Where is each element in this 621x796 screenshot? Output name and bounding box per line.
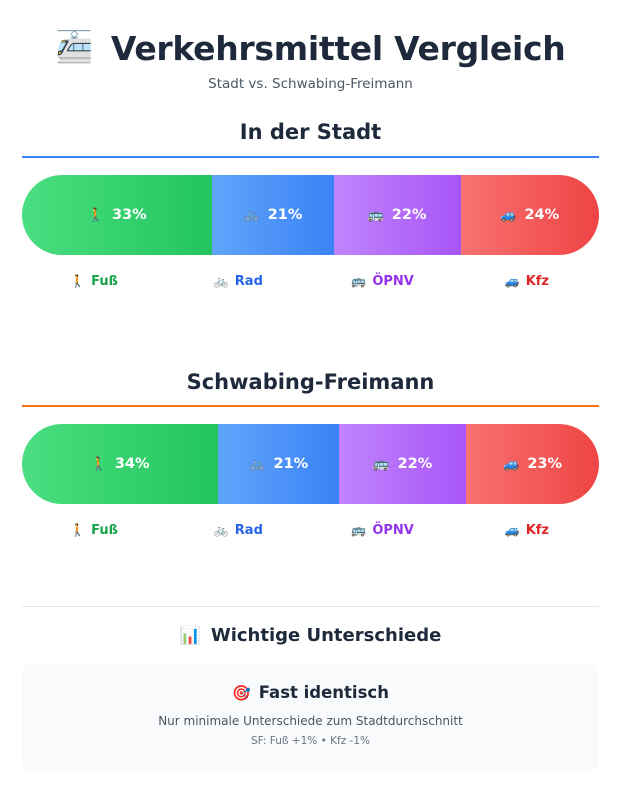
legend-label: ÖPNV bbox=[372, 522, 414, 538]
bar-segment-oepnv: 🚌 22% bbox=[333, 175, 461, 255]
bicycle-icon: 🚲 bbox=[243, 207, 260, 223]
data-label: 33% bbox=[111, 207, 147, 223]
legend-schwabing-freimann: 🚶 Fuß 🚲 Rad 🚌 ÖPNV 🚙 Kfz bbox=[22, 520, 599, 540]
pedestrian-icon: 🚶 bbox=[87, 207, 104, 223]
legend-item-kfz: 🚙 Kfz bbox=[455, 271, 599, 291]
section-divider-stadt bbox=[22, 156, 599, 158]
legend-label: Fuß bbox=[91, 273, 119, 289]
card-heading: 🎯 Fast identisch bbox=[22, 683, 599, 702]
stacked-bar-schwabing-freimann: 🚶 34% 🚲 21% 🚌 22% 🚙 23% bbox=[22, 424, 599, 504]
bus-icon: 🚌 bbox=[351, 523, 367, 537]
differences-title: Wichtige Unterschiede bbox=[210, 625, 442, 646]
bar-segment-rad: 🚲 21% bbox=[218, 424, 340, 504]
bus-icon: 🚌 bbox=[351, 274, 367, 288]
legend-stadt: 🚶 Fuß 🚲 Rad 🚌 ÖPNV 🚙 Kfz bbox=[22, 271, 599, 291]
data-label: 22% bbox=[397, 456, 433, 472]
train-icon: 🚈 bbox=[55, 30, 93, 65]
legend-item-rad: 🚲 Rad bbox=[166, 271, 310, 291]
car-icon: 🚙 bbox=[504, 274, 520, 288]
pedestrian-icon: 🚶 bbox=[70, 274, 86, 288]
legend-item-oepnv: 🚌 ÖPNV bbox=[311, 520, 455, 540]
page-title: Verkehrsmittel Vergleich bbox=[110, 28, 566, 68]
data-label: 24% bbox=[524, 207, 560, 223]
car-icon: 🚙 bbox=[500, 207, 517, 223]
legend-label: Fuß bbox=[91, 522, 119, 538]
bar-segment-oepnv: 🚌 22% bbox=[339, 424, 467, 504]
bar-chart-icon: 📊 bbox=[179, 625, 201, 646]
card-detail: SF: Fuß +1% • Kfz -1% bbox=[250, 735, 371, 747]
bus-icon: 🚌 bbox=[367, 207, 384, 223]
bar-segment-fuss: 🚶 34% bbox=[22, 424, 219, 504]
divider bbox=[22, 606, 599, 607]
legend-label: ÖPNV bbox=[372, 273, 414, 289]
bicycle-icon: 🚲 bbox=[249, 456, 266, 472]
legend-label: Rad bbox=[234, 522, 263, 538]
target-icon: 🎯 bbox=[232, 683, 251, 702]
legend-item-oepnv: 🚌 ÖPNV bbox=[311, 271, 455, 291]
data-label: 34% bbox=[114, 456, 150, 472]
bicycle-icon: 🚲 bbox=[213, 274, 229, 288]
data-label: 22% bbox=[391, 207, 427, 223]
bus-icon: 🚌 bbox=[373, 456, 390, 472]
data-label: 23% bbox=[527, 456, 563, 472]
legend-label: Rad bbox=[234, 273, 263, 289]
bar-segment-kfz: 🚙 23% bbox=[466, 424, 599, 504]
card-title: Fast identisch bbox=[258, 683, 389, 702]
section-title-stadt: In der Stadt bbox=[239, 120, 382, 144]
pedestrian-icon: 🚶 bbox=[70, 523, 86, 537]
legend-label: Kfz bbox=[525, 522, 549, 538]
legend-item-kfz: 🚙 Kfz bbox=[455, 520, 599, 540]
bicycle-icon: 🚲 bbox=[213, 523, 229, 537]
section-divider-schwabing-freimann bbox=[22, 405, 599, 407]
title-row: 🚈 Verkehrsmittel Vergleich bbox=[0, 22, 621, 74]
legend-label: Kfz bbox=[525, 273, 549, 289]
car-icon: 🚙 bbox=[504, 523, 520, 537]
card-description: Nur minimale Unterschiede zum Stadtdurch… bbox=[158, 714, 463, 728]
data-label: 21% bbox=[273, 456, 309, 472]
legend-item-fuss: 🚶 Fuß bbox=[22, 520, 166, 540]
bar-segment-kfz: 🚙 24% bbox=[460, 175, 599, 255]
stacked-bar-stadt: 🚶 33% 🚲 21% 🚌 22% 🚙 24% bbox=[22, 175, 599, 255]
legend-item-rad: 🚲 Rad bbox=[166, 520, 310, 540]
data-label: 21% bbox=[267, 207, 303, 223]
difference-card: 🎯 Fast identisch Nur minimale Unterschie… bbox=[22, 663, 599, 771]
legend-item-fuss: 🚶 Fuß bbox=[22, 271, 166, 291]
car-icon: 🚙 bbox=[503, 456, 520, 472]
differences-heading: 📊 Wichtige Unterschiede bbox=[22, 625, 599, 646]
bar-segment-fuss: 🚶 33% bbox=[22, 175, 213, 255]
bar-segment-rad: 🚲 21% bbox=[212, 175, 334, 255]
pedestrian-icon: 🚶 bbox=[90, 456, 107, 472]
section-title-schwabing-freimann: Schwabing-Freimann bbox=[186, 370, 435, 394]
header: 🚈 Verkehrsmittel Vergleich Stadt vs. Sch… bbox=[0, 22, 621, 93]
page-subtitle: Stadt vs. Schwabing-Freimann bbox=[208, 76, 413, 92]
